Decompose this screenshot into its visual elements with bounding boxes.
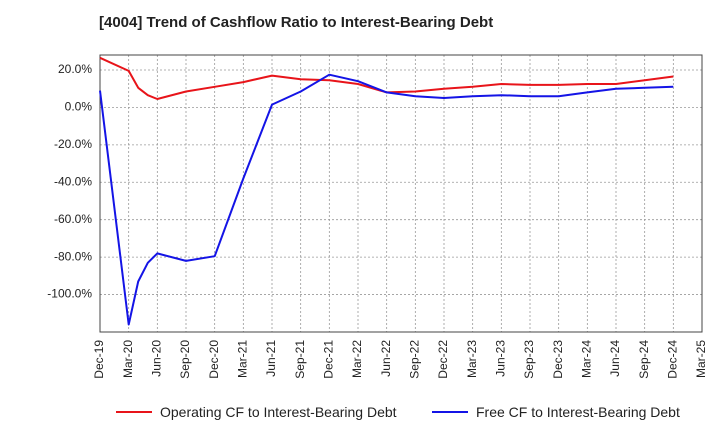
legend-item-free-cf: Free CF to Interest-Bearing Debt [432,404,680,420]
x-tick-label: Dec-22 [436,340,450,379]
x-tick-label: Sep-20 [178,340,192,379]
x-tick-label: Dec-19 [92,340,106,379]
x-tick-label: Dec-20 [207,340,221,379]
x-tick-label: Dec-23 [551,340,565,379]
y-tick-label: 0.0% [65,100,93,114]
x-tick-label: Mar-22 [350,340,364,378]
y-tick-label: -60.0% [54,212,92,226]
x-tick-label: Dec-21 [322,340,336,379]
x-tick-label: Jun-23 [494,340,508,377]
y-tick-label: 20.0% [58,62,92,76]
x-tick-label: Mar-24 [580,340,594,378]
legend-swatch-free-cf [432,411,468,413]
x-tick-label: Mar-23 [465,340,479,378]
legend-label-free-cf: Free CF to Interest-Bearing Debt [476,404,680,420]
y-tick-label: -20.0% [54,137,92,151]
x-tick-label: Mar-20 [121,340,135,378]
series-line-operating-cf [99,56,674,100]
legend: Operating CF to Interest-Bearing Debt Fr… [0,404,720,426]
x-tick-label: Sep-23 [522,340,536,379]
y-tick-label: -100.0% [47,287,92,301]
x-tick-label: Mar-25 [694,340,708,378]
series-line-free-cf [99,73,674,326]
x-tick-label: Dec-24 [666,340,680,379]
x-tick-label: Mar-21 [236,340,250,378]
x-tick-label: Sep-21 [293,340,307,379]
plot-area-frame [99,54,703,333]
legend-item-operating-cf: Operating CF to Interest-Bearing Debt [116,404,397,420]
x-tick-label: Jun-20 [150,340,164,377]
x-tick-label: Sep-24 [637,340,651,379]
x-tick-label: Jun-22 [379,340,393,377]
x-tick-label: Jun-21 [264,340,278,377]
y-tick-label: -80.0% [54,249,92,263]
chart-title: [4004] Trend of Cashflow Ratio to Intere… [99,14,494,31]
y-tick-label: -40.0% [54,174,92,188]
legend-swatch-operating-cf [116,411,152,413]
legend-label-operating-cf: Operating CF to Interest-Bearing Debt [160,404,397,420]
x-tick-label: Jun-24 [608,340,622,377]
x-tick-label: Sep-22 [408,340,422,379]
